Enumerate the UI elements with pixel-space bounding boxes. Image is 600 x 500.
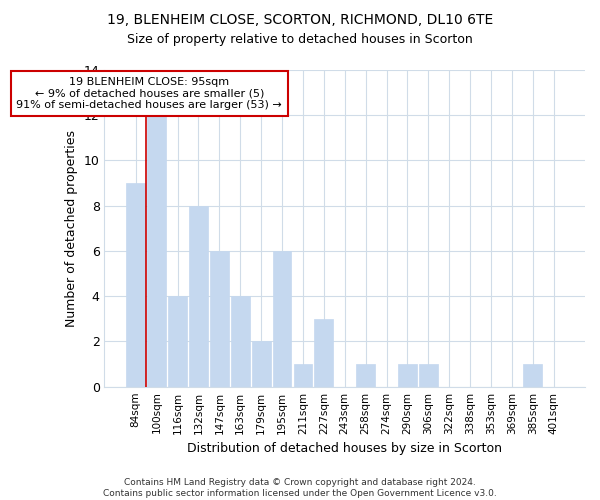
Bar bbox=[398, 364, 417, 386]
Text: Contains HM Land Registry data © Crown copyright and database right 2024.
Contai: Contains HM Land Registry data © Crown c… bbox=[103, 478, 497, 498]
Bar bbox=[356, 364, 375, 386]
X-axis label: Distribution of detached houses by size in Scorton: Distribution of detached houses by size … bbox=[187, 442, 502, 455]
Bar bbox=[419, 364, 438, 386]
Y-axis label: Number of detached properties: Number of detached properties bbox=[65, 130, 78, 327]
Bar bbox=[293, 364, 313, 386]
Bar bbox=[210, 251, 229, 386]
Text: Size of property relative to detached houses in Scorton: Size of property relative to detached ho… bbox=[127, 32, 473, 46]
Bar bbox=[189, 206, 208, 386]
Bar bbox=[127, 183, 145, 386]
Bar bbox=[231, 296, 250, 386]
Bar bbox=[252, 342, 271, 386]
Bar bbox=[314, 319, 333, 386]
Text: 19 BLENHEIM CLOSE: 95sqm
← 9% of detached houses are smaller (5)
91% of semi-det: 19 BLENHEIM CLOSE: 95sqm ← 9% of detache… bbox=[16, 77, 282, 110]
Text: 19, BLENHEIM CLOSE, SCORTON, RICHMOND, DL10 6TE: 19, BLENHEIM CLOSE, SCORTON, RICHMOND, D… bbox=[107, 12, 493, 26]
Bar bbox=[147, 115, 166, 386]
Bar bbox=[272, 251, 292, 386]
Bar bbox=[168, 296, 187, 386]
Bar bbox=[523, 364, 542, 386]
